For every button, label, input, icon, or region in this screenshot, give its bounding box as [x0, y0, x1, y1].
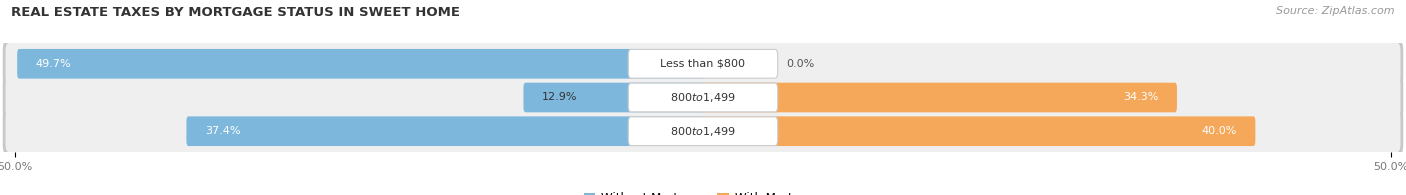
Text: Less than $800: Less than $800	[661, 59, 745, 69]
Text: 34.3%: 34.3%	[1123, 92, 1159, 103]
Legend: Without Mortgage, With Mortgage: Without Mortgage, With Mortgage	[579, 187, 827, 195]
Text: 0.0%: 0.0%	[786, 59, 814, 69]
Text: 37.4%: 37.4%	[205, 126, 240, 136]
Text: 12.9%: 12.9%	[543, 92, 578, 103]
Text: Source: ZipAtlas.com: Source: ZipAtlas.com	[1277, 6, 1395, 16]
FancyBboxPatch shape	[3, 108, 1403, 155]
FancyBboxPatch shape	[6, 110, 1400, 152]
Text: REAL ESTATE TAXES BY MORTGAGE STATUS IN SWEET HOME: REAL ESTATE TAXES BY MORTGAGE STATUS IN …	[11, 6, 460, 19]
Text: $800 to $1,499: $800 to $1,499	[671, 125, 735, 138]
FancyBboxPatch shape	[6, 43, 1400, 85]
FancyBboxPatch shape	[702, 83, 1177, 112]
Text: 40.0%: 40.0%	[1201, 126, 1237, 136]
FancyBboxPatch shape	[3, 74, 1403, 121]
FancyBboxPatch shape	[523, 83, 704, 112]
FancyBboxPatch shape	[628, 49, 778, 78]
Text: 49.7%: 49.7%	[35, 59, 72, 69]
FancyBboxPatch shape	[6, 77, 1400, 118]
FancyBboxPatch shape	[628, 117, 778, 146]
FancyBboxPatch shape	[628, 83, 778, 112]
FancyBboxPatch shape	[3, 40, 1403, 87]
FancyBboxPatch shape	[17, 49, 704, 79]
FancyBboxPatch shape	[187, 116, 704, 146]
FancyBboxPatch shape	[702, 116, 1256, 146]
Text: $800 to $1,499: $800 to $1,499	[671, 91, 735, 104]
